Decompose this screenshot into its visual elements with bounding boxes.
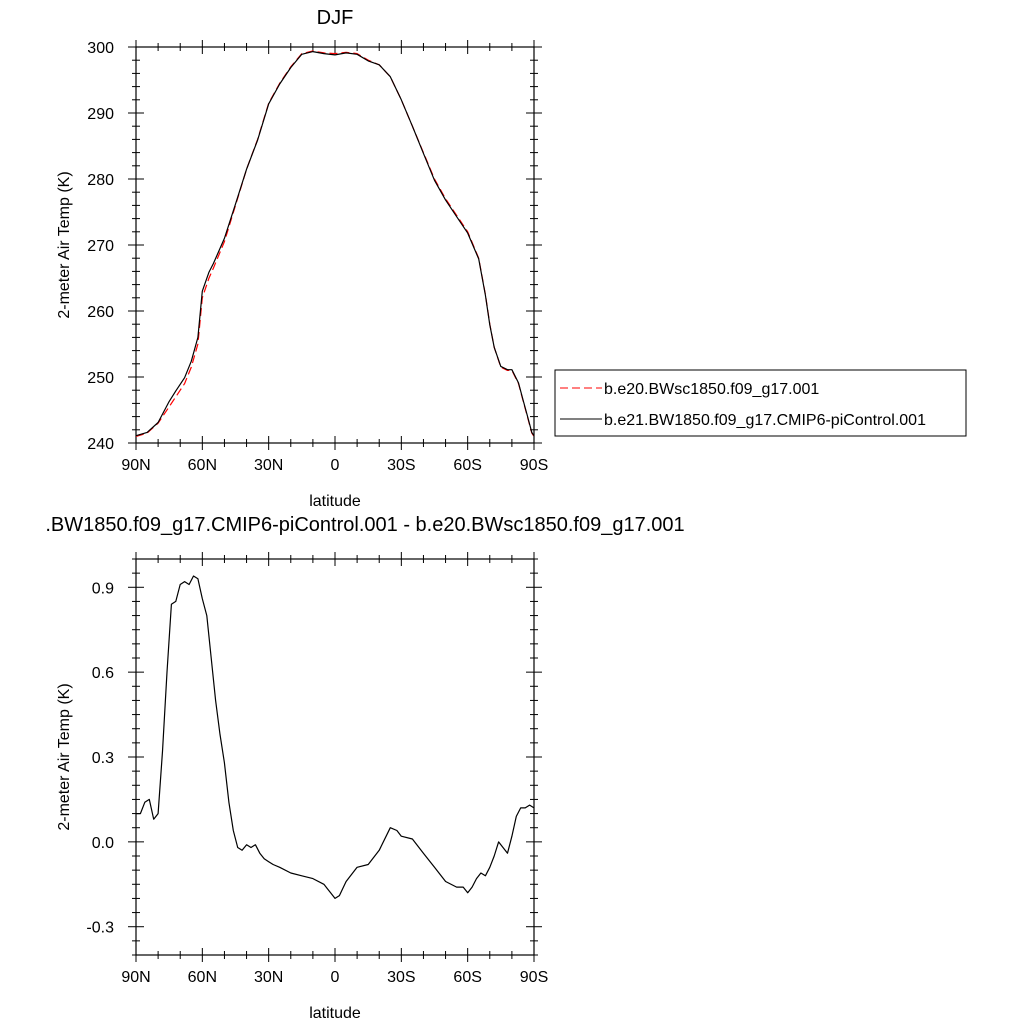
x-tick-label: 60N xyxy=(188,457,217,474)
series-lines xyxy=(136,575,535,900)
axis-ticks: 90N 60N 30N 0 30S 60S 90S 240 250 260 270 280 290 300 xyxy=(87,40,548,474)
y-tick-label: 250 xyxy=(87,370,114,387)
series-lines xyxy=(135,50,535,437)
chart-title: .BW1850.f09_g17.CMIP6-piControl.001 - b.… xyxy=(45,514,684,536)
legend: b.e20.BWsc1850.f09_g17.001 b.e21.BW1850.… xyxy=(554,369,967,437)
x-tick-label: 30S xyxy=(387,969,415,986)
legend-box xyxy=(554,369,967,437)
x-tick-label: 60S xyxy=(453,457,481,474)
series-line-2 xyxy=(135,50,535,437)
y-axis-label: 2-meter Air Temp (K) xyxy=(56,171,73,318)
y-tick-label: 240 xyxy=(87,436,114,453)
y-tick-label: 290 xyxy=(87,106,114,123)
y-axis-label: 2-meter Air Temp (K) xyxy=(56,683,73,830)
x-tick-label: 30S xyxy=(387,457,415,474)
x-tick-label: 0 xyxy=(331,457,340,474)
x-axis-label: latitude xyxy=(309,493,361,510)
x-tick-label: 60S xyxy=(453,969,481,986)
y-tick-label: 0.0 xyxy=(92,835,114,852)
y-tick-label: 270 xyxy=(87,238,114,255)
plot-frame xyxy=(135,558,535,956)
x-tick-label: 90N xyxy=(121,457,150,474)
y-tick-label: 300 xyxy=(87,40,114,57)
legend-label: b.e21.BW1850.f09_g17.CMIP6-piControl.001 xyxy=(604,412,926,429)
x-tick-label: 30N xyxy=(254,969,283,986)
x-tick-label: 90S xyxy=(520,457,548,474)
y-tick-label: 260 xyxy=(87,304,114,321)
legend-label: b.e20.BWsc1850.f09_g17.001 xyxy=(604,381,819,398)
y-tick-label: 280 xyxy=(87,172,114,189)
temperature-panel: DJF latitude 2-meter Air Temp (K) 90N 60N… xyxy=(56,7,967,510)
axis-ticks: 90N 60N 30N 0 30S 60S 90S -0.3 0.0 0.3 0.6 0.9 xyxy=(86,552,548,986)
y-tick-label: -0.3 xyxy=(86,920,114,937)
y-tick-label: 0.9 xyxy=(92,580,114,597)
series-line-1 xyxy=(135,50,535,437)
series-line-1 xyxy=(136,575,535,900)
difference-panel: .BW1850.f09_g17.CMIP6-piControl.001 - b.… xyxy=(45,514,684,1022)
x-axis-label: latitude xyxy=(309,1005,361,1022)
plot-frame xyxy=(135,46,535,444)
y-tick-label: 0.3 xyxy=(92,750,114,767)
x-tick-label: 60N xyxy=(188,969,217,986)
x-tick-label: 90N xyxy=(121,969,150,986)
x-tick-label: 90S xyxy=(520,969,548,986)
x-tick-label: 0 xyxy=(331,969,340,986)
y-tick-label: 0.6 xyxy=(92,665,114,682)
x-tick-label: 30N xyxy=(254,457,283,474)
chart-title: DJF xyxy=(317,7,354,29)
